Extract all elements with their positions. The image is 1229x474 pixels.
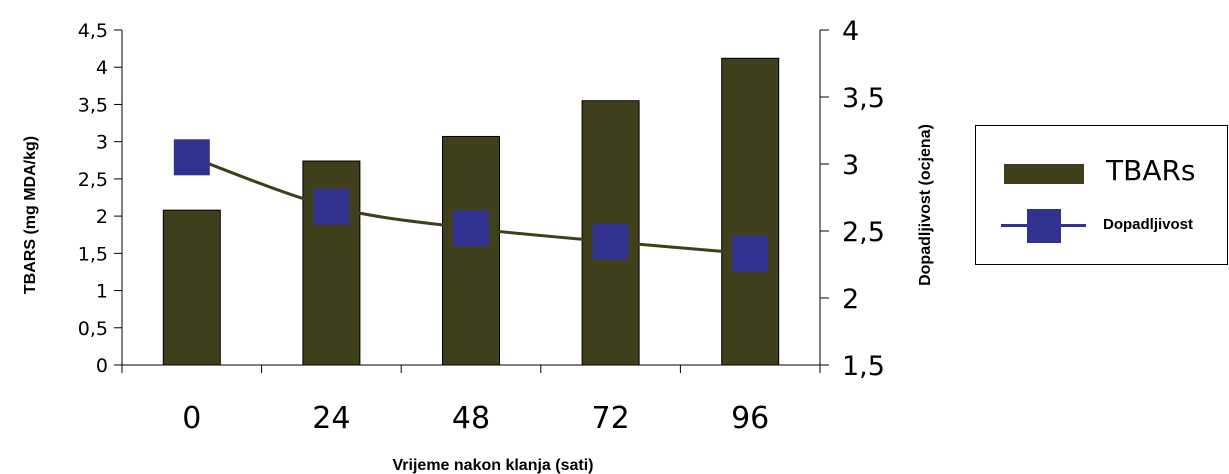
tick-labels: 0 0,5 1 1,5 2 2,5 3 3,5 4 4,5 1,5 2 2,5 3 3,5 4 0 24 48 72 9… [78, 16, 885, 436]
left-tick-label: 4,5 [78, 20, 108, 42]
x-tick-label: 0 [182, 401, 201, 436]
left-tick-label: 1 [96, 281, 108, 303]
x-tick-label: 96 [731, 401, 769, 436]
line-series-dopadljivost [173, 139, 769, 272]
bar-0 [162, 209, 221, 366]
right-tick-label: 2 [842, 284, 859, 315]
axes [114, 29, 829, 373]
left-tick-label: 4 [96, 57, 108, 79]
marker-24 [313, 188, 350, 225]
left-tick-label: 0,5 [78, 318, 108, 340]
x-axis-title: Vrijeme nakon klanja (sati) [393, 457, 594, 474]
marker-48 [453, 210, 489, 247]
right-tick-label: 4 [842, 16, 859, 47]
left-tick-label: 1,5 [78, 243, 108, 265]
legend-label-tbars: TBARs [1106, 154, 1196, 187]
left-axis-title: TBARS (mg MDA/kg) [22, 136, 39, 294]
bar-series-tbars [162, 57, 780, 366]
x-tick-label: 72 [592, 401, 630, 436]
left-tick-label: 0 [96, 355, 108, 377]
legend-label-dopadljivost: Dopadljivost [1103, 216, 1194, 233]
right-tick-label: 2,5 [842, 217, 885, 248]
bar-48 [442, 135, 500, 366]
marker-96 [732, 235, 769, 272]
marker-0 [173, 139, 210, 176]
right-tick-label: 3,5 [842, 83, 885, 114]
right-axis-title: Dopadljivost (ocjena) [917, 124, 934, 286]
legend-marker-dopadljivost [1027, 209, 1061, 243]
left-tick-label: 3 [96, 132, 108, 154]
right-tick-label: 1,5 [842, 351, 885, 382]
marker-72 [592, 223, 629, 260]
legend: TBARs Dopadljivost [975, 125, 1228, 265]
left-tick-label: 3,5 [78, 94, 108, 116]
x-tick-label: 24 [312, 401, 350, 436]
legend-swatch-tbars [1004, 164, 1084, 184]
right-tick-label: 3 [842, 150, 859, 181]
left-tick-label: 2,5 [78, 169, 108, 191]
left-tick-label: 2 [96, 206, 108, 228]
bar-96 [721, 57, 780, 366]
x-tick-label: 48 [452, 401, 490, 436]
